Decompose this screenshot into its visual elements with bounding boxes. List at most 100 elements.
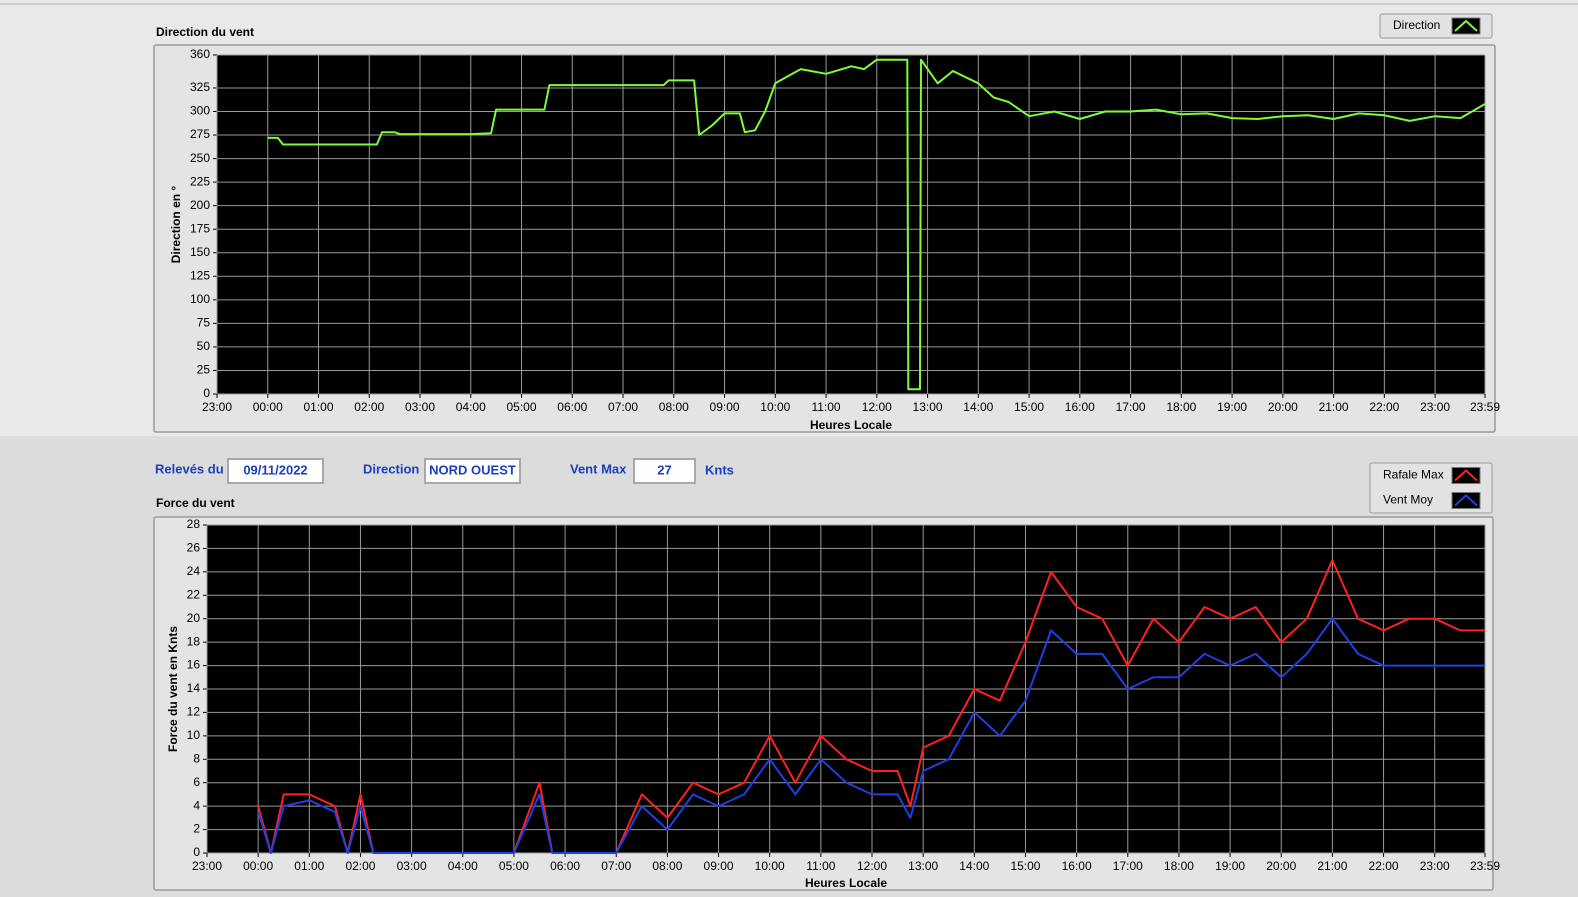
x-tick-label: 05:00 bbox=[507, 400, 537, 414]
x-tick-label: 02:00 bbox=[354, 400, 384, 414]
y-tick-label: 28 bbox=[187, 517, 201, 531]
series-line bbox=[267, 58, 1486, 391]
y-tick-label: 14 bbox=[187, 681, 201, 695]
x-tick-label: 16:00 bbox=[1065, 400, 1095, 414]
x-tick-label: 09:00 bbox=[704, 859, 734, 873]
plot-area bbox=[217, 55, 1485, 394]
y-tick-label: 12 bbox=[187, 705, 201, 719]
y-tick-label: 0 bbox=[193, 845, 200, 859]
x-tick-label: 07:00 bbox=[608, 400, 638, 414]
y-tick-label: 4 bbox=[193, 798, 200, 812]
x-tick-label: 23:59 bbox=[1470, 400, 1500, 414]
x-tick-label: 17:00 bbox=[1113, 859, 1143, 873]
x-tick-label: 06:00 bbox=[557, 400, 587, 414]
y-tick-label: 2 bbox=[193, 822, 200, 836]
x-tick-label: 12:00 bbox=[857, 859, 887, 873]
control-unit: Knts bbox=[705, 462, 734, 477]
x-tick-label: 04:00 bbox=[448, 859, 478, 873]
y-tick-label: 125 bbox=[190, 268, 210, 282]
x-tick-label: 11:00 bbox=[806, 859, 835, 873]
legend-line bbox=[1454, 19, 1478, 32]
legend-line bbox=[1454, 494, 1478, 507]
y-tick-label: 10 bbox=[187, 728, 201, 742]
x-tick-label: 20:00 bbox=[1266, 859, 1296, 873]
x-tick-label: 18:00 bbox=[1164, 859, 1194, 873]
x-tick-label: 23:00 bbox=[1420, 859, 1450, 873]
x-tick-label: 22:00 bbox=[1369, 400, 1399, 414]
y-tick-label: 325 bbox=[190, 80, 210, 94]
x-tick-label: 01:00 bbox=[303, 400, 333, 414]
x-tick-label: 01:00 bbox=[294, 859, 324, 873]
x-tick-label: 04:00 bbox=[456, 400, 486, 414]
x-tick-label: 15:00 bbox=[1010, 859, 1040, 873]
y-tick-label: 100 bbox=[190, 292, 210, 306]
legend-label: Rafale Max bbox=[1383, 468, 1444, 482]
y-tick-label: 6 bbox=[193, 775, 200, 789]
legend-swatch bbox=[1451, 467, 1481, 484]
y-tick-label: 75 bbox=[197, 316, 211, 330]
y-axis-label: Direction en ° bbox=[169, 186, 183, 264]
x-tick-label: 23:59 bbox=[1470, 859, 1500, 873]
x-tick-label: 08:00 bbox=[659, 400, 689, 414]
control-label: Relevés du bbox=[155, 461, 224, 476]
y-tick-label: 300 bbox=[190, 104, 210, 118]
x-tick-label: 23:00 bbox=[192, 859, 222, 873]
x-tick-label: 14:00 bbox=[959, 859, 989, 873]
x-tick-label: 12:00 bbox=[862, 400, 892, 414]
control-label: Direction bbox=[363, 461, 419, 476]
x-tick-label: 14:00 bbox=[963, 400, 993, 414]
x-tick-label: 19:00 bbox=[1215, 859, 1245, 873]
x-tick-label: 10:00 bbox=[760, 400, 790, 414]
x-tick-label: 03:00 bbox=[405, 400, 435, 414]
legend-swatch bbox=[1451, 17, 1481, 35]
x-tick-label: 20:00 bbox=[1268, 400, 1298, 414]
x-tick-label: 16:00 bbox=[1062, 859, 1092, 873]
y-tick-label: 20 bbox=[187, 611, 201, 625]
y-tick-label: 24 bbox=[187, 564, 201, 578]
control-box bbox=[227, 458, 324, 484]
y-tick-label: 18 bbox=[187, 634, 201, 648]
series-line bbox=[257, 617, 1485, 854]
y-tick-label: 25 bbox=[197, 363, 211, 377]
y-tick-label: 50 bbox=[197, 339, 211, 353]
control-value: 09/11/2022 bbox=[243, 462, 307, 477]
x-axis-label: Heures Locale bbox=[810, 418, 892, 432]
x-tick-label: 00:00 bbox=[243, 859, 273, 873]
x-tick-label: 17:00 bbox=[1116, 400, 1146, 414]
y-tick-label: 8 bbox=[193, 751, 200, 765]
y-tick-label: 250 bbox=[190, 151, 210, 165]
x-tick-label: 18:00 bbox=[1166, 400, 1196, 414]
y-tick-label: 360 bbox=[190, 47, 210, 61]
x-axis-label: Heures Locale bbox=[805, 876, 887, 890]
y-tick-label: 150 bbox=[190, 245, 210, 259]
x-tick-label: 06:00 bbox=[550, 859, 580, 873]
legend-label: Direction bbox=[1393, 18, 1440, 32]
control-value: NORD OUEST bbox=[429, 462, 516, 477]
x-tick-label: 15:00 bbox=[1014, 400, 1044, 414]
x-tick-label: 00:00 bbox=[253, 400, 283, 414]
y-tick-label: 22 bbox=[187, 587, 201, 601]
legend-line bbox=[1454, 469, 1478, 482]
legend-label: Vent Moy bbox=[1383, 493, 1433, 507]
x-tick-label: 19:00 bbox=[1217, 400, 1247, 414]
y-tick-label: 175 bbox=[190, 221, 210, 235]
x-tick-label: 13:00 bbox=[908, 859, 938, 873]
x-tick-label: 23:00 bbox=[202, 400, 232, 414]
x-tick-label: 02:00 bbox=[345, 859, 375, 873]
x-tick-label: 13:00 bbox=[913, 400, 943, 414]
y-tick-label: 225 bbox=[190, 174, 210, 188]
x-tick-label: 08:00 bbox=[652, 859, 682, 873]
x-tick-label: 03:00 bbox=[397, 859, 427, 873]
control-box bbox=[424, 458, 521, 484]
y-tick-label: 0 bbox=[203, 386, 210, 400]
x-tick-label: 05:00 bbox=[499, 859, 529, 873]
y-axis-label: Force du vent en Knts bbox=[166, 626, 180, 752]
x-tick-label: 21:00 bbox=[1319, 400, 1349, 414]
y-tick-label: 26 bbox=[187, 541, 201, 555]
x-tick-label: 11:00 bbox=[811, 400, 840, 414]
x-tick-label: 23:00 bbox=[1420, 400, 1450, 414]
chart-title: Direction du vent bbox=[156, 25, 254, 39]
x-tick-label: 21:00 bbox=[1317, 859, 1347, 873]
x-tick-label: 09:00 bbox=[710, 400, 740, 414]
